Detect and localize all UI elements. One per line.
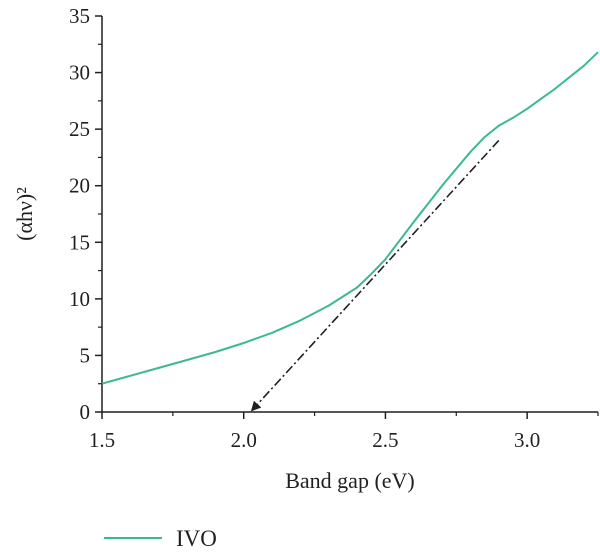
- y-tick-label: 30: [69, 61, 90, 85]
- y-tick-label: 20: [69, 174, 90, 198]
- legend-label-ivo: IVO: [176, 526, 217, 551]
- y-tick-label: 25: [69, 117, 90, 141]
- x-tick-label: 1.5: [89, 428, 115, 452]
- series-line-ivo: [101, 51, 599, 385]
- y-axis-label: (αhν)²: [12, 187, 37, 241]
- extrapolation-arrow: [250, 139, 500, 412]
- x-tick-label: 2.0: [231, 428, 257, 452]
- y-tick-label: 0: [80, 400, 91, 424]
- x-tick-label: 3.0: [514, 428, 540, 452]
- x-axis-ticks: 1.5 2.0 2.5 3.0: [89, 412, 599, 452]
- y-tick-label: 15: [69, 230, 90, 254]
- y-tick-label: 35: [69, 4, 90, 28]
- plot-area: [101, 16, 599, 413]
- y-axis-ticks: 0 5 10 15 20 25 30 35: [69, 4, 102, 424]
- x-tick-label: 2.5: [372, 428, 398, 452]
- legend: IVO: [104, 526, 217, 551]
- y-tick-label: 10: [69, 287, 90, 311]
- y-tick-label: 5: [80, 343, 91, 367]
- x-axis-label: Band gap (eV): [285, 468, 415, 493]
